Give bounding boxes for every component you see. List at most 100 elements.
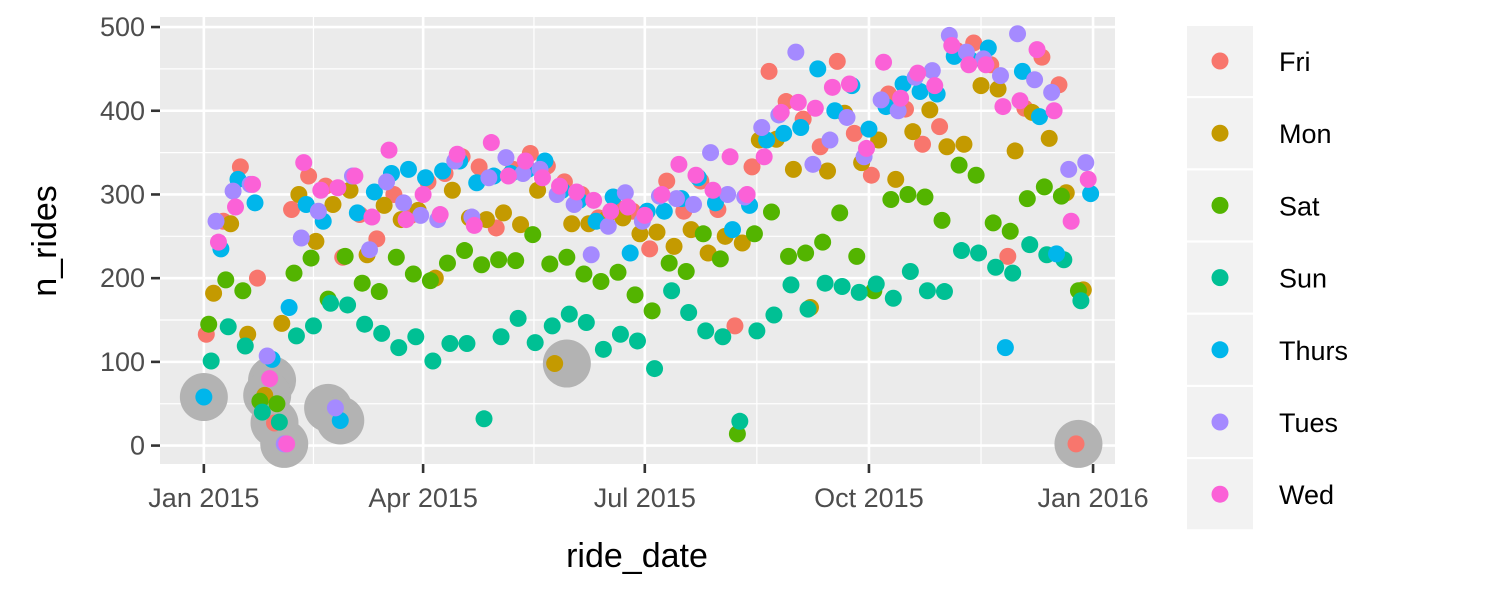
point-sun: [594, 340, 612, 358]
point-wed: [994, 98, 1012, 116]
point-fri: [760, 62, 778, 80]
point-tues: [599, 217, 617, 235]
point-thurs: [775, 124, 793, 142]
point-wed: [806, 99, 824, 117]
point-sat: [404, 265, 422, 283]
point-wed: [448, 145, 466, 163]
point-sun: [253, 403, 271, 421]
point-wed: [244, 175, 262, 193]
point-sun: [356, 315, 374, 333]
point-sun: [1004, 264, 1022, 282]
point-tues: [872, 91, 890, 109]
point-wed: [755, 148, 773, 166]
point-wed: [789, 93, 807, 111]
point-sat: [268, 395, 286, 413]
point-wed: [261, 370, 279, 388]
point-sat: [609, 263, 627, 281]
point-sun: [373, 324, 391, 342]
point-sat: [797, 244, 815, 262]
point-sat: [575, 265, 593, 283]
point-sun: [458, 334, 476, 352]
point-tues: [480, 169, 498, 187]
point-tues: [258, 347, 276, 365]
point-tues: [787, 43, 805, 61]
point-mon: [904, 123, 922, 141]
point-wed: [670, 155, 688, 173]
point-fri: [283, 201, 301, 219]
point-tues: [667, 190, 685, 208]
point-mon: [563, 215, 581, 233]
point-sun: [1072, 292, 1090, 310]
x-tick-label: Jan 2015: [148, 483, 259, 513]
point-mon: [1040, 129, 1058, 147]
point-wed: [772, 103, 790, 121]
point-thurs: [1082, 185, 1100, 203]
point-wed: [278, 435, 296, 453]
x-tick-label: Jan 2016: [1038, 483, 1149, 513]
legend-label-thurs: Thurs: [1279, 336, 1348, 366]
point-sun: [1021, 236, 1039, 254]
point-sat: [507, 252, 525, 270]
point-sat: [1001, 222, 1019, 240]
point-sat: [933, 211, 951, 229]
point-tues: [309, 202, 327, 220]
point-wed: [227, 198, 245, 216]
point-sun: [543, 317, 561, 335]
point-mon: [443, 181, 461, 199]
point-sun: [987, 258, 1005, 276]
point-fri: [641, 240, 659, 258]
point-sat: [302, 249, 320, 267]
point-fri: [999, 247, 1017, 265]
point-sat: [882, 190, 900, 208]
point-sun: [833, 278, 851, 296]
point-sat: [456, 242, 474, 260]
point-sat: [1018, 190, 1036, 208]
point-sun: [441, 334, 459, 352]
y-tick-label: 0: [130, 431, 145, 461]
point-fri: [248, 269, 266, 287]
point-sun: [935, 283, 953, 301]
point-tues: [361, 241, 379, 259]
point-thurs: [348, 204, 366, 222]
y-tick-label: 200: [100, 263, 145, 293]
point-sat: [234, 282, 252, 300]
point-wed: [977, 56, 995, 74]
point-sun: [918, 282, 936, 300]
point-thurs: [724, 221, 742, 239]
point-tues: [224, 182, 242, 200]
point-sat: [643, 302, 661, 320]
point-wed: [397, 211, 415, 229]
point-fri: [300, 167, 318, 185]
point-sat: [694, 225, 712, 243]
point-sat: [387, 248, 405, 266]
point-tues: [838, 108, 856, 126]
point-sat: [950, 156, 968, 174]
point-wed: [619, 198, 637, 216]
point-tues: [395, 194, 413, 212]
point-fri: [1067, 435, 1085, 453]
point-tues: [1026, 71, 1044, 89]
point-tues: [804, 155, 822, 173]
point-sun: [407, 328, 425, 346]
point-sat: [524, 226, 542, 244]
x-axis: Jan 2015 Apr 2015 Jul 2015 Oct 2015 Jan 2016: [148, 464, 1149, 513]
point-sun: [953, 242, 971, 260]
point-sun: [236, 337, 254, 355]
x-tick-label: Apr 2015: [368, 483, 478, 513]
point-tues: [565, 196, 583, 214]
point-thurs: [809, 60, 827, 78]
point-sat: [677, 262, 695, 280]
point-wed: [721, 148, 739, 166]
point-fri: [862, 166, 880, 184]
point-tues: [719, 185, 737, 203]
point-tues: [685, 196, 703, 214]
point-sun: [663, 282, 681, 300]
point-wed: [551, 177, 569, 195]
point-thurs: [365, 183, 383, 201]
point-tues: [1043, 83, 1061, 101]
point-sun: [901, 262, 919, 280]
point-sun: [970, 244, 988, 262]
point-tues: [616, 184, 634, 202]
point-wed: [909, 64, 927, 82]
